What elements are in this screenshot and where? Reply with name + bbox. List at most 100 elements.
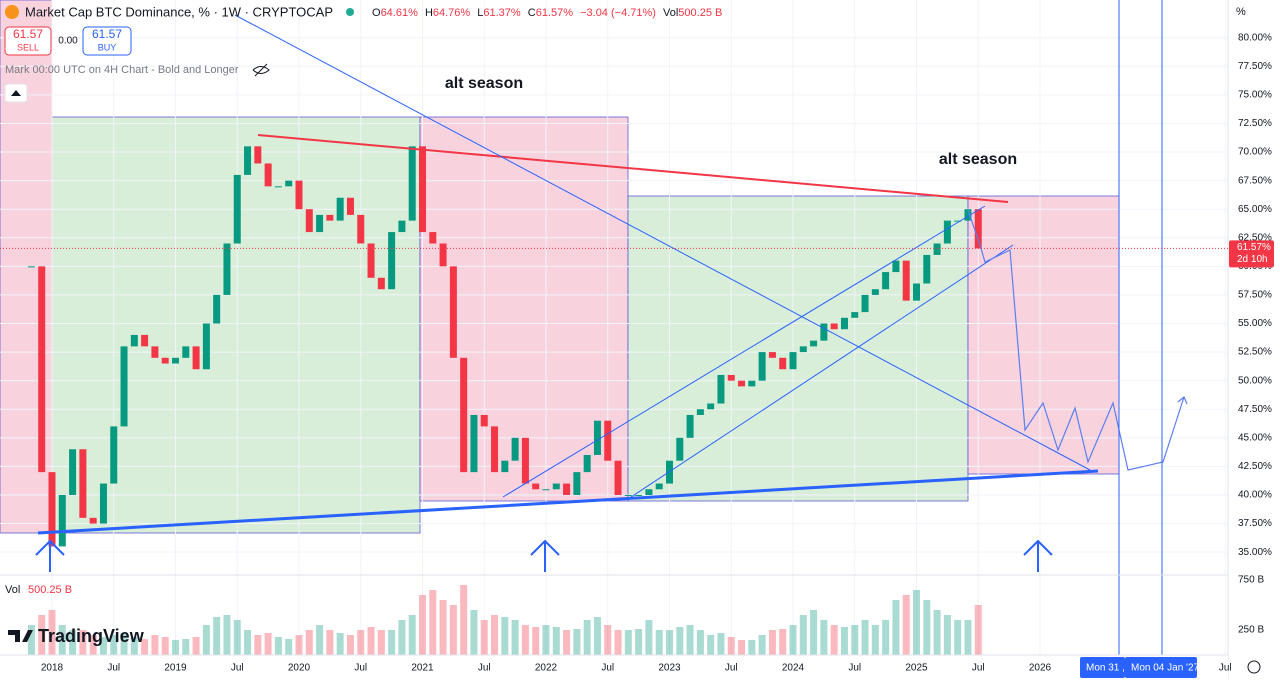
x-tick-label: 2023 (658, 663, 681, 674)
candle (923, 254, 931, 284)
candle (213, 294, 221, 324)
candle (480, 414, 488, 427)
last-price-box (1229, 240, 1274, 268)
candle (501, 460, 509, 473)
volume-bar (120, 633, 128, 655)
logo-mark (8, 630, 33, 642)
candle (933, 243, 941, 255)
volume-bar (244, 630, 252, 655)
spread: 0.00 (58, 36, 78, 47)
volume-bar (964, 620, 972, 655)
candle (830, 323, 838, 330)
candle (377, 277, 385, 290)
candle (676, 437, 684, 461)
arrow (35, 539, 65, 572)
candle (38, 266, 46, 473)
volume-bar (377, 630, 385, 655)
volume-bar (38, 615, 46, 655)
sell-button[interactable]: 61.57 SELL (4, 26, 52, 56)
volume-bar (336, 633, 344, 655)
volume-bar (398, 620, 406, 655)
candle (892, 260, 900, 273)
volume-bar (172, 640, 179, 655)
candle (336, 197, 344, 221)
volume-bar (233, 620, 241, 655)
candle (429, 232, 437, 244)
x-tick-label: Jul (848, 663, 861, 674)
price[interactable]: 61.57 (13, 27, 43, 41)
candle (583, 454, 591, 473)
label[interactable]: BUY (98, 42, 117, 52)
volume-bar (645, 620, 653, 655)
x-tick-label: 2019 (164, 663, 187, 674)
volume-bar (357, 630, 365, 655)
coin-icon (5, 5, 19, 19)
annotation: alt season (445, 75, 523, 92)
volume-bar (264, 633, 272, 655)
volume-bar (758, 635, 766, 655)
countdown: 2d 10h (1237, 254, 1268, 265)
arrow (1023, 539, 1053, 572)
label: Vol (663, 7, 678, 19)
logo-text: TradingView (38, 626, 145, 646)
candle (141, 334, 149, 347)
vol-value: 500.25 B (28, 584, 72, 596)
candle (202, 323, 210, 370)
volume-bar (532, 627, 540, 655)
candle (645, 489, 653, 495)
volume-bar (707, 635, 715, 655)
volume-bar (429, 590, 437, 655)
candle (388, 232, 396, 290)
volume-bar (552, 627, 560, 655)
y-tick-label: 75.00% (1238, 90, 1272, 101)
unit-button[interactable]: % (1236, 6, 1246, 18)
volume-bar (408, 615, 416, 655)
label[interactable]: SELL (17, 42, 39, 52)
button[interactable] (82, 26, 132, 56)
status-dot (346, 8, 354, 16)
volume-bar (69, 630, 77, 655)
hide-icon[interactable] (252, 63, 270, 77)
volume-bar (882, 620, 890, 655)
volume-bar (830, 625, 838, 655)
settings-icon[interactable] (1247, 660, 1261, 674)
x-tick-label: Jul (354, 663, 367, 674)
candles (27, 146, 982, 547)
x-tick-label: Jul (601, 663, 614, 674)
volume-bar (696, 630, 704, 655)
candle (738, 380, 746, 387)
volume-bar (367, 627, 375, 655)
label: L (477, 7, 483, 19)
volume-bar (151, 635, 159, 655)
candle (439, 243, 447, 267)
candle (542, 489, 550, 491)
volume-bar (285, 639, 293, 655)
button[interactable] (4, 26, 52, 56)
volume-pane (27, 585, 982, 655)
buy-button[interactable]: 61.57 BUY (82, 26, 132, 56)
volume-bar (686, 625, 694, 655)
trend-line (37, 469, 1099, 535)
volume-bar (491, 615, 499, 655)
zone (967, 195, 1120, 475)
candle (69, 449, 77, 495)
price[interactable]: 61.57 (92, 27, 122, 41)
candle (748, 380, 756, 387)
candle (151, 346, 159, 358)
candle (357, 214, 365, 244)
candle (192, 346, 200, 370)
candle (408, 146, 416, 221)
indicator[interactable]: Mark 00:00 UTC on 4H Chart - Bold and Lo… (5, 64, 239, 76)
candle (346, 197, 354, 215)
candle (367, 243, 375, 278)
volume-bar (666, 630, 673, 655)
candle (79, 449, 87, 518)
volume-bar (79, 630, 87, 655)
candle (789, 352, 797, 370)
symbol[interactable]: Market Cap BTC Dominance, % · 1W · CRYPT… (25, 4, 333, 19)
change: −3.04 (−4.71%) (580, 7, 656, 19)
volume-bar (923, 600, 931, 655)
volume-bar (521, 625, 529, 655)
candle (779, 357, 787, 370)
candle (130, 334, 138, 347)
